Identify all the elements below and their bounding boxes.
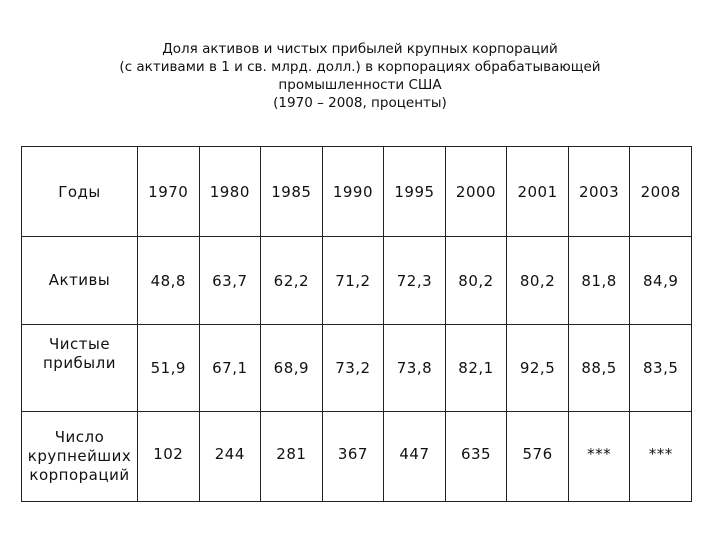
table-cell: 48,8	[137, 236, 200, 325]
table-row-assets: Активы 48,8 63,7 62,2 71,2 72,3 80,2 80,…	[21, 236, 692, 325]
year-cell: 2001	[506, 146, 569, 237]
row-label-net-profits: Чистые прибыли	[21, 324, 138, 412]
table-cell: 51,9	[137, 324, 200, 412]
row-label-line: прибыли	[42, 354, 116, 372]
year-cell: 1995	[383, 146, 446, 237]
table-cell: ***	[567, 411, 631, 502]
table-cell: 281	[260, 411, 323, 502]
table-cell: 88,5	[567, 324, 631, 412]
table-cell: 635	[444, 411, 508, 502]
table-cell: 71,2	[321, 236, 385, 325]
table-header-row: Годы 1970 1980 1985 1990 1995 2000 2001 …	[21, 146, 692, 237]
title-line-2: (с активами в 1 и св. млрд. долл.) в кор…	[119, 59, 601, 75]
table-cell: 72,3	[383, 236, 446, 325]
table-cell: 81,8	[567, 236, 631, 325]
header-label-cell: Годы	[21, 146, 138, 237]
table-cell: 92,5	[506, 324, 569, 412]
row-label-line: Чистые	[48, 335, 111, 353]
row-label-assets: Активы	[21, 236, 138, 325]
year-cell: 1985	[260, 146, 323, 237]
table-cell: 84,9	[629, 236, 692, 325]
table-row-corporations-count: Число крупнейших корпораций 102 244 281 …	[21, 411, 692, 502]
year-cell: 1990	[321, 146, 385, 237]
table-cell: 73,8	[383, 324, 446, 412]
table-cell: 82,1	[444, 324, 508, 412]
data-table: Годы 1970 1980 1985 1990 1995 2000 2001 …	[21, 146, 692, 502]
table-cell: 367	[321, 411, 385, 502]
table-cell: 80,2	[444, 236, 508, 325]
table-cell: 73,2	[321, 324, 385, 412]
table-cell: 447	[383, 411, 446, 502]
row-label-line: крупнейших	[27, 447, 132, 465]
table-cell: 244	[198, 411, 262, 502]
year-cell: 1980	[198, 146, 262, 237]
year-cell: 1970	[137, 146, 200, 237]
table-cell: 62,2	[260, 236, 323, 325]
row-label-line: Активы	[48, 271, 111, 289]
table-cell: 80,2	[506, 236, 569, 325]
title-line-1: Доля активов и чистых прибылей крупных к…	[162, 41, 558, 57]
year-cell: 2003	[567, 146, 631, 237]
table-cell: ***	[629, 411, 692, 502]
table-cell: 68,9	[260, 324, 323, 412]
table-cell: 63,7	[198, 236, 262, 325]
title-line-3: промышленности США	[278, 77, 442, 93]
year-cell: 2000	[444, 146, 508, 237]
document-title: Доля активов и чистых прибылей крупных к…	[80, 40, 640, 112]
table-cell: 67,1	[198, 324, 262, 412]
table-row-net-profits: Чистые прибыли 51,9 67,1 68,9 73,2 73,8 …	[21, 324, 692, 412]
title-line-4: (1970 – 2008, проценты)	[273, 95, 447, 111]
table-cell: 102	[137, 411, 200, 502]
row-label-line: Число	[54, 428, 105, 446]
row-label-corporations-count: Число крупнейших корпораций	[21, 411, 138, 502]
table-cell: 576	[506, 411, 569, 502]
year-cell: 2008	[629, 146, 692, 237]
table-cell: 83,5	[629, 324, 692, 412]
row-label-line: корпораций	[29, 466, 130, 484]
